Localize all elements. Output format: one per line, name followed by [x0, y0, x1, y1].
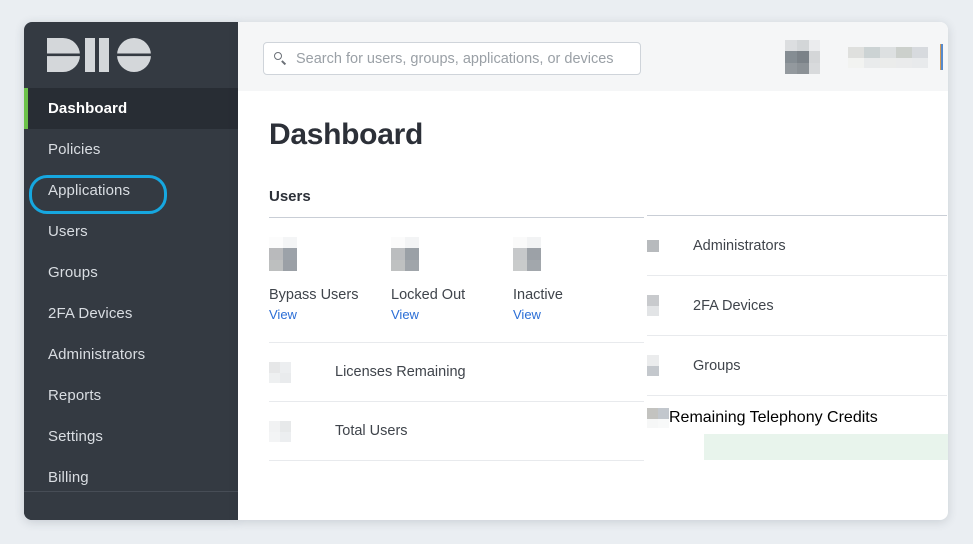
sidebar-item-policies[interactable]: Policies — [24, 129, 238, 170]
top-bar: Search for users, groups, applications, … — [238, 22, 948, 91]
row-label: 2FA Devices — [693, 297, 774, 314]
row-label: Total Users — [335, 423, 408, 439]
sidebar-item-label: Users — [48, 223, 88, 240]
account-area[interactable] — [785, 40, 943, 74]
avatar-redacted — [785, 40, 820, 74]
stat-value-redacted — [269, 361, 291, 383]
search-input[interactable]: Search for users, groups, applications, … — [263, 42, 641, 75]
section-divider — [269, 217, 644, 218]
search-placeholder: Search for users, groups, applications, … — [296, 50, 614, 67]
sidebar-item-label: 2FA Devices — [48, 305, 133, 322]
stat-value-redacted — [647, 239, 659, 252]
row-label: Licenses Remaining — [335, 364, 466, 380]
user-stat-tiles: Bypass Users View Locked Out — [269, 218, 644, 322]
sidebar-item-label: Applications — [48, 182, 131, 199]
stat-value-redacted — [391, 237, 419, 271]
users-column: Users Bypass Users View — [269, 188, 644, 461]
sidebar-item-label: Dashboard — [48, 100, 128, 117]
duo-admin-window: Dashboard Policies Applications Users Gr… — [24, 22, 948, 520]
telephony-credits-bar — [704, 434, 948, 460]
stat-value-redacted — [269, 237, 297, 271]
sidebar-item-dashboard[interactable]: Dashboard — [24, 88, 238, 129]
tile-view-link[interactable]: View — [269, 307, 297, 322]
row-2fa-devices: 2FA Devices — [647, 276, 947, 335]
page-title: Dashboard — [269, 118, 423, 151]
row-total-users: Total Users — [269, 402, 644, 460]
sidebar-nav: Dashboard Policies Applications Users Gr… — [24, 88, 238, 498]
duo-logo-icon — [47, 38, 151, 72]
sidebar-item-billing[interactable]: Billing — [24, 457, 238, 498]
account-name-redacted — [848, 46, 928, 68]
brand-logo[interactable] — [24, 22, 238, 88]
sidebar-item-label: Groups — [48, 264, 98, 281]
stat-value-redacted — [269, 420, 291, 442]
sidebar-item-label: Policies — [48, 141, 101, 158]
row-licenses-remaining: Licenses Remaining — [269, 343, 644, 401]
sidebar-item-label: Reports — [48, 387, 102, 404]
sidebar-item-reports[interactable]: Reports — [24, 375, 238, 416]
content-panel: Search for users, groups, applications, … — [238, 22, 948, 520]
sidebar-item-label: Settings — [48, 428, 103, 445]
tile-label: Inactive — [513, 287, 563, 303]
row-divider — [647, 335, 947, 336]
sidebar-item-2fa-devices[interactable]: 2FA Devices — [24, 293, 238, 334]
tile-locked-out: Locked Out View — [391, 237, 513, 322]
row-groups: Groups — [647, 336, 947, 395]
sidebar-item-label: Administrators — [48, 346, 146, 363]
sidebar-item-label: Billing — [48, 469, 89, 486]
sidebar-item-settings[interactable]: Settings — [24, 416, 238, 457]
tile-label: Bypass Users — [269, 287, 359, 303]
account-divider-icon — [940, 44, 943, 70]
section-divider — [647, 215, 947, 216]
row-divider — [269, 342, 644, 343]
users-section-title: Users — [269, 188, 311, 205]
stat-value-redacted — [647, 295, 659, 316]
tile-bypass-users: Bypass Users View — [269, 237, 391, 322]
row-administrators: Administrators — [647, 216, 947, 275]
sidebar: Dashboard Policies Applications Users Gr… — [24, 22, 238, 520]
tile-label: Locked Out — [391, 287, 466, 303]
summary-column: Administrators 2FA Devices G — [647, 188, 948, 466]
sidebar-item-applications[interactable]: Applications — [24, 170, 238, 211]
sidebar-footer — [24, 491, 238, 520]
stat-value-redacted — [647, 355, 659, 376]
stat-value-redacted — [647, 408, 669, 428]
row-telephony-credits: Remaining Telephony Credits — [647, 396, 948, 466]
row-divider — [647, 395, 947, 396]
tile-inactive: Inactive View — [513, 237, 635, 322]
row-label: Groups — [693, 357, 741, 374]
row-divider — [647, 275, 947, 276]
search-icon — [274, 52, 287, 65]
tile-view-link[interactable]: View — [513, 307, 541, 322]
row-label: Administrators — [693, 237, 786, 254]
row-label: Remaining Telephony Credits — [669, 409, 878, 426]
sidebar-item-users[interactable]: Users — [24, 211, 238, 252]
sidebar-item-administrators[interactable]: Administrators — [24, 334, 238, 375]
sidebar-item-groups[interactable]: Groups — [24, 252, 238, 293]
tile-view-link[interactable]: View — [391, 307, 419, 322]
row-divider — [269, 401, 644, 402]
row-divider — [269, 460, 644, 461]
stat-value-redacted — [513, 237, 541, 271]
